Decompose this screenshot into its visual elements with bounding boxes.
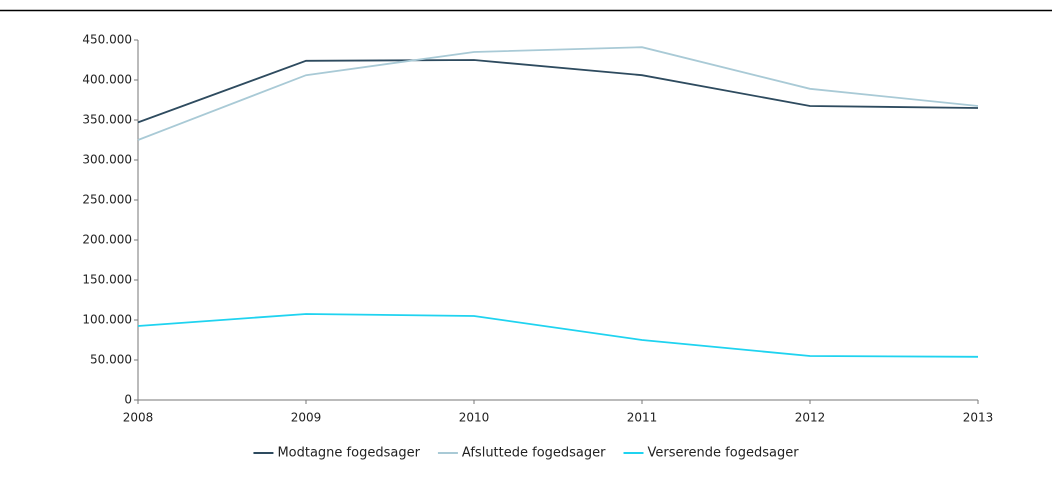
series-line (137, 59, 979, 124)
legend-label: Afsluttede fogedsager (462, 446, 606, 461)
y-tick-label: 0 (124, 393, 132, 407)
y-tick-label: 250.000 (82, 193, 132, 207)
y-tick-label: 100.000 (82, 313, 132, 327)
y-tick-label: 300.000 (82, 153, 132, 167)
x-tick-label: 2008 (123, 411, 154, 425)
series-line (137, 46, 979, 141)
y-tick-label: 450.000 (82, 33, 132, 47)
x-tick-label: 2010 (459, 411, 490, 425)
legend-label: Modtagne fogedsager (277, 446, 420, 461)
y-tick-label: 200.000 (82, 233, 132, 247)
y-tick-label: 350.000 (82, 113, 132, 127)
y-tick-label: 150.000 (82, 273, 132, 287)
y-tick-label: 400.000 (82, 73, 132, 87)
legend: Modtagne fogedsager Afsluttede fogedsager… (253, 446, 799, 461)
legend-label: Verserende fogedsager (648, 446, 800, 461)
series-line (137, 313, 979, 358)
x-tick-label: 2009 (291, 411, 322, 425)
x-tick-label: 2011 (627, 411, 658, 425)
x-tick-label: 2012 (795, 411, 826, 425)
y-tick-label: 50.000 (90, 353, 132, 367)
x-tick-label: 2013 (963, 411, 994, 425)
